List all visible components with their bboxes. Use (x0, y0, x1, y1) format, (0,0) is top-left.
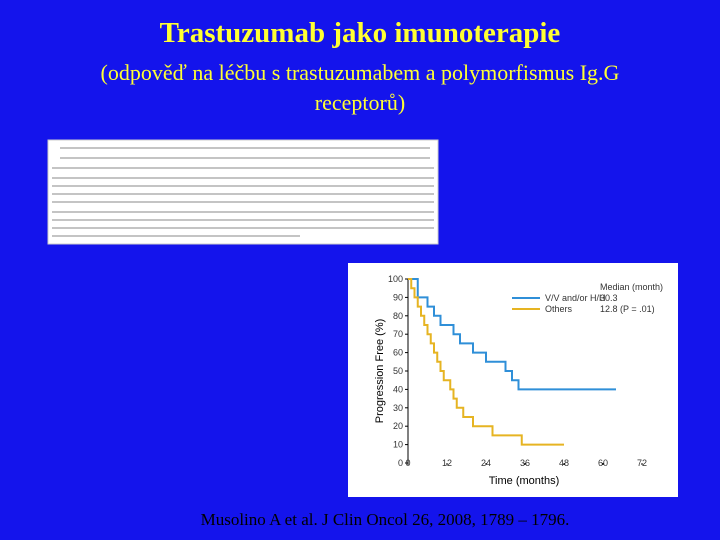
x-tick-label: 72 (637, 458, 647, 468)
y-tick-label: 40 (393, 384, 403, 394)
y-tick-label: 90 (393, 292, 403, 302)
x-tick-label: 24 (481, 458, 491, 468)
y-tick-label: 100 (388, 274, 403, 284)
citation: Musolino A et al. J Clin Oncol 26, 2008,… (201, 510, 570, 529)
y-tick-label: 10 (393, 440, 403, 450)
x-tick-label: 0 (405, 458, 410, 468)
legend-label: V/V and/or H/H (545, 293, 606, 303)
legend-median: 30.3 (600, 293, 618, 303)
legend-title: Median (month) (600, 282, 663, 292)
y-tick-label: 60 (393, 348, 403, 358)
subtitle-line: (odpověď na léčbu s trastuzumabem a poly… (101, 60, 620, 85)
survival-curve (408, 278, 616, 391)
x-tick-label: 48 (559, 458, 569, 468)
y-tick-label: 80 (393, 311, 403, 321)
y-tick-label: 30 (393, 403, 403, 413)
survival-curve (408, 278, 564, 446)
subtitle-line: receptorů) (315, 90, 405, 115)
x-axis-label: Time (months) (489, 475, 560, 487)
table-image (47, 139, 439, 245)
y-axis-label: Progression Free (%) (374, 319, 386, 424)
x-tick-label: 36 (520, 458, 530, 468)
y-tick-label: 0 (398, 458, 403, 468)
legend-median: 12.8 (P = .01) (600, 304, 655, 314)
y-tick-label: 20 (393, 421, 403, 431)
x-tick-label: 12 (442, 458, 452, 468)
slide-title: Trastuzumab jako imunoterapie (160, 17, 561, 49)
y-tick-label: 70 (393, 329, 403, 339)
y-tick-label: 50 (393, 366, 403, 376)
x-tick-label: 60 (598, 458, 608, 468)
legend-label: Others (545, 304, 573, 314)
